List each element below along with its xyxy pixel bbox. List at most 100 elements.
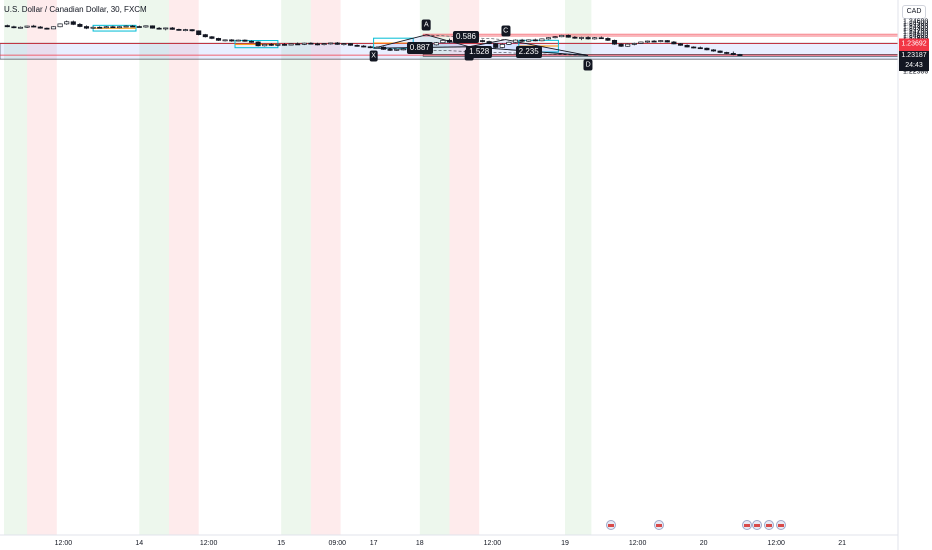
candle-body [45, 28, 49, 29]
pattern-ratio-label: 0.887 [407, 42, 433, 54]
candle-body [388, 49, 392, 50]
pattern-point-c[interactable]: C [501, 25, 510, 36]
candle-body [256, 42, 260, 46]
candle-body [586, 37, 590, 38]
candle-body [342, 44, 346, 45]
candle-body [441, 40, 445, 42]
candle-body [157, 28, 161, 29]
session-band [450, 0, 480, 535]
candle-body [381, 47, 385, 49]
pattern-point-d[interactable]: D [584, 59, 593, 70]
candle-body [540, 39, 544, 41]
candle-body [150, 26, 154, 28]
candle-body [500, 44, 504, 47]
session-band [281, 0, 311, 535]
candle-body [315, 44, 319, 45]
candle-body [216, 38, 220, 40]
ca-flag[interactable] [742, 520, 752, 530]
candle-body [124, 26, 128, 27]
candle-body [91, 27, 95, 28]
last-price: 1.23187 [899, 51, 929, 61]
candle-body [302, 43, 306, 44]
candle-body [203, 35, 207, 37]
candle-body [731, 53, 735, 54]
time-tick-label: 18 [416, 540, 424, 547]
ca-flag[interactable] [776, 520, 786, 530]
candle-body [249, 41, 253, 42]
time-tick-label: 12:00 [200, 540, 218, 547]
candle-body [197, 31, 201, 35]
supply-zone [423, 34, 898, 36]
session-band [4, 0, 27, 535]
us-flag[interactable] [764, 520, 774, 530]
us-flag[interactable] [606, 520, 616, 530]
candle-body [573, 37, 577, 38]
candle-body [480, 41, 484, 42]
pattern-ratio-label: 0.586 [453, 31, 479, 43]
session-band [565, 0, 591, 535]
candle-body [705, 48, 709, 50]
candle-body [738, 55, 742, 56]
candle-body [131, 26, 135, 27]
bar-countdown: 24:43 [899, 61, 929, 71]
time-tick-label: 15 [277, 540, 285, 547]
candle-body [269, 44, 273, 45]
candle-body [230, 40, 234, 41]
candle-body [210, 37, 214, 39]
candle-body [84, 27, 88, 29]
us-flag[interactable] [752, 520, 762, 530]
candle-body [170, 28, 174, 29]
candle-body [32, 26, 36, 27]
candle-body [626, 44, 630, 46]
time-tick-label: 20 [700, 540, 708, 547]
candle-body [190, 30, 194, 31]
candle-body [38, 27, 42, 28]
candle-body [659, 41, 663, 42]
candle-body [711, 50, 715, 51]
candle-body [579, 37, 583, 38]
candle-body [276, 44, 280, 45]
session-band [27, 0, 57, 535]
candle-body [296, 44, 300, 45]
ca-flag[interactable] [654, 520, 664, 530]
candle-body [51, 27, 55, 29]
candle-body [322, 44, 326, 45]
candle-body [639, 42, 643, 43]
candle-body [12, 27, 16, 28]
candle-body [395, 49, 399, 50]
session-bands [4, 0, 591, 535]
chart-title: U.S. Dollar / Canadian Dollar, 30, FXCM [4, 5, 147, 14]
candle-body [329, 43, 333, 44]
candle-body [593, 38, 597, 39]
time-tick-label: 19 [561, 540, 569, 547]
candle-body [672, 42, 676, 44]
candle-body [447, 40, 451, 42]
last-price-badge: 1.23187 24:43 [899, 51, 929, 71]
candle-body [243, 40, 247, 41]
candle-body [348, 44, 352, 46]
candle-body [309, 43, 313, 44]
time-tick-label: 12:00 [484, 540, 502, 547]
currency-badge[interactable]: CAD [902, 5, 926, 19]
candle-body [71, 22, 75, 25]
session-band [420, 0, 450, 535]
candle-body [289, 44, 293, 45]
candle-body [599, 38, 603, 39]
time-tick-label: 12:00 [55, 540, 73, 547]
candle-body [401, 49, 405, 50]
pattern-point-a[interactable]: A [422, 19, 431, 30]
candle-body [507, 42, 511, 44]
candle-body [78, 24, 82, 26]
candle-body [533, 40, 537, 41]
candle-body [65, 22, 69, 24]
time-tick-label: 12:00 [767, 540, 785, 547]
candle-body [546, 38, 550, 39]
candle-body [645, 41, 649, 42]
candle-body [25, 26, 29, 27]
candle-body [494, 44, 498, 48]
session-band [139, 0, 169, 535]
candle-body [355, 45, 359, 46]
pattern-point-x[interactable]: X [369, 51, 378, 62]
candle-body [111, 27, 115, 28]
